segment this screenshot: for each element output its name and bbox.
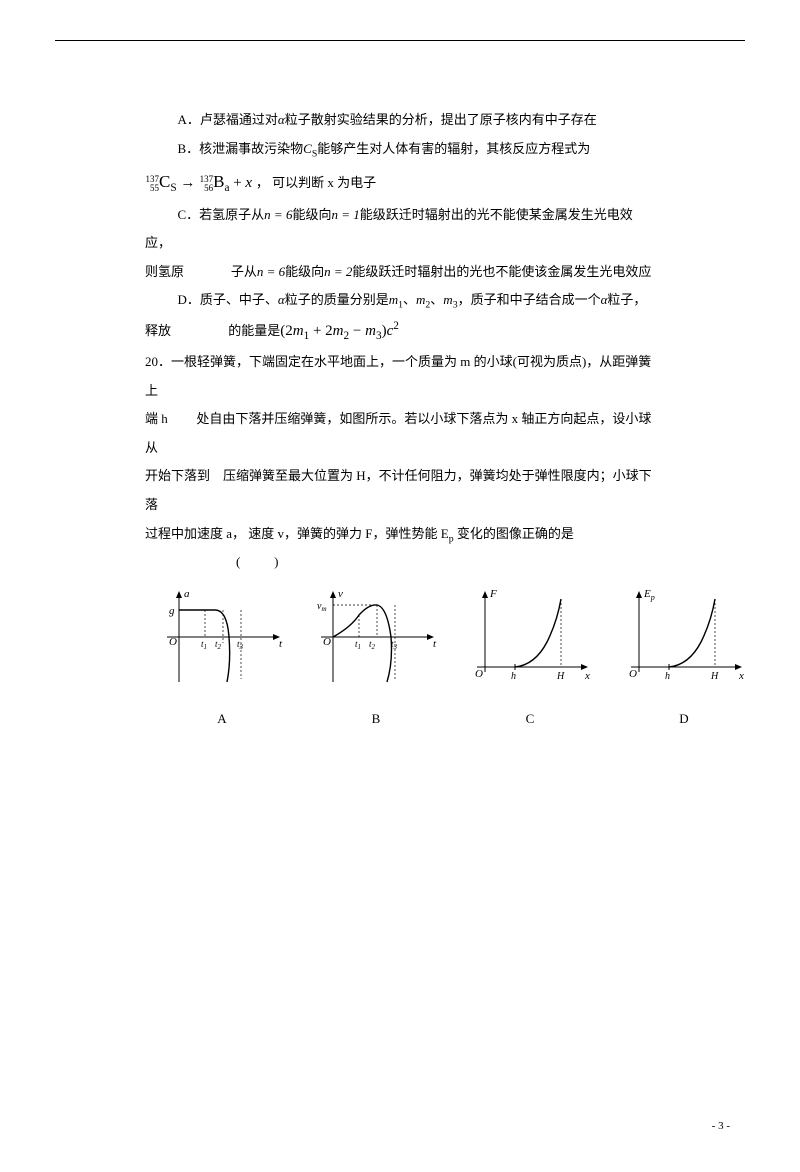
page-number: - 3 -: [712, 1114, 730, 1138]
graph-a-svg: a t O g t1 t2 t3: [157, 587, 287, 687]
svg-text:t: t: [279, 638, 283, 650]
svg-text:v: v: [338, 588, 343, 600]
graph-b-label: B: [311, 705, 441, 734]
graph-d-label: D: [619, 705, 749, 734]
q20-blank: ( ): [145, 548, 655, 577]
q20-line2: 端 h处自由下落并压缩弹簧，如图所示。若以小球下落点为 x 轴正方向起点，设小球…: [145, 405, 655, 462]
graph-d: Ep x O h H D: [619, 587, 749, 734]
svg-text:x: x: [738, 670, 744, 682]
svg-text:g: g: [169, 605, 175, 617]
svg-text:F: F: [489, 588, 497, 600]
svg-text:t1: t1: [355, 639, 361, 651]
svg-text:Ep: Ep: [643, 588, 655, 602]
svg-text:a: a: [184, 588, 190, 600]
graph-b-svg: v t O vm t1 t2 t3: [311, 587, 441, 687]
option-d-line2: 释放的能量是(2m1 + 2m2 − m3)c2: [145, 315, 655, 348]
option-c-line1: C．若氢原子从n = 6能级向n = 1能级跃迁时辐射出的光不能使某金属发生光电…: [145, 201, 655, 258]
svg-text:O: O: [323, 636, 331, 648]
option-d-line1: D．质子、中子、α粒子的质量分别是m1、m2、m3，质子和中子结合成一个α粒子，: [145, 286, 655, 315]
option-c-line2: 则氢原子从n = 6能级向n = 2能级跃迁时辐射出的光也不能使该金属发生光电效…: [145, 258, 655, 287]
svg-text:t3: t3: [237, 639, 244, 651]
q20-line3: 开始下落到压缩弹簧至最大位置为 H，不计任何阻力，弹簧均处于弹性限度内；小球下落: [145, 462, 655, 519]
option-b: B．核泄漏事故污染物CS能够产生对人体有害的辐射，其核反应方程式为: [145, 135, 655, 164]
cs-symbol: CS: [303, 141, 317, 156]
option-b-eq: 13755CS → 13756Ba + x ， 可以判断 x 为电子: [145, 163, 655, 200]
graph-a-label: A: [157, 705, 287, 734]
svg-text:t2: t2: [369, 639, 376, 651]
svg-text:O: O: [169, 636, 177, 648]
graph-c: F x O h H C: [465, 587, 595, 734]
svg-text:vm: vm: [317, 601, 327, 613]
q20-line4: 过程中加速度 a， 速度 v，弹簧的弹力 F，弹性势能 Ep 变化的图像正确的是: [145, 520, 655, 549]
opt-a-text2: 粒子散射实验结果的分析，提出了原子核内有中子存在: [285, 112, 597, 127]
option-a: A．卢瑟福通过对α粒子散射实验结果的分析，提出了原子核内有中子存在: [145, 106, 655, 135]
svg-text:x: x: [584, 670, 590, 682]
opt-b-text2: 能够产生对人体有害的辐射，其核反应方程式为: [317, 141, 590, 156]
graph-a: a t O g t1 t2 t3 A: [157, 587, 287, 734]
svg-text:O: O: [629, 668, 637, 680]
svg-text:t1: t1: [201, 639, 207, 651]
opt-b-text1: B．核泄漏事故污染物: [178, 141, 304, 156]
graph-b: v t O vm t1 t2 t3 B: [311, 587, 441, 734]
svg-text:H: H: [710, 671, 719, 682]
opt-b-tail: ， 可以判断 x 为电子: [256, 175, 376, 190]
graph-c-svg: F x O h H: [465, 587, 595, 687]
graph-c-label: C: [465, 705, 595, 734]
page-content: A．卢瑟福通过对α粒子散射实验结果的分析，提出了原子核内有中子存在 B．核泄漏事…: [55, 40, 745, 733]
svg-text:t: t: [433, 638, 437, 650]
q20-line1: 20．一根轻弹簧，下端固定在水平地面上，一个质量为 m 的小球(可视为质点)，从…: [145, 348, 655, 405]
svg-text:t2: t2: [215, 639, 222, 651]
graphs-row: a t O g t1 t2 t3 A: [157, 587, 655, 734]
svg-text:O: O: [475, 668, 483, 680]
alpha-1: α: [278, 112, 285, 127]
graph-d-svg: Ep x O h H: [619, 587, 749, 687]
opt-a-text1: A．卢瑟福通过对: [178, 112, 278, 127]
svg-text:H: H: [556, 671, 565, 682]
svg-text:h: h: [511, 671, 516, 682]
svg-text:h: h: [665, 671, 670, 682]
